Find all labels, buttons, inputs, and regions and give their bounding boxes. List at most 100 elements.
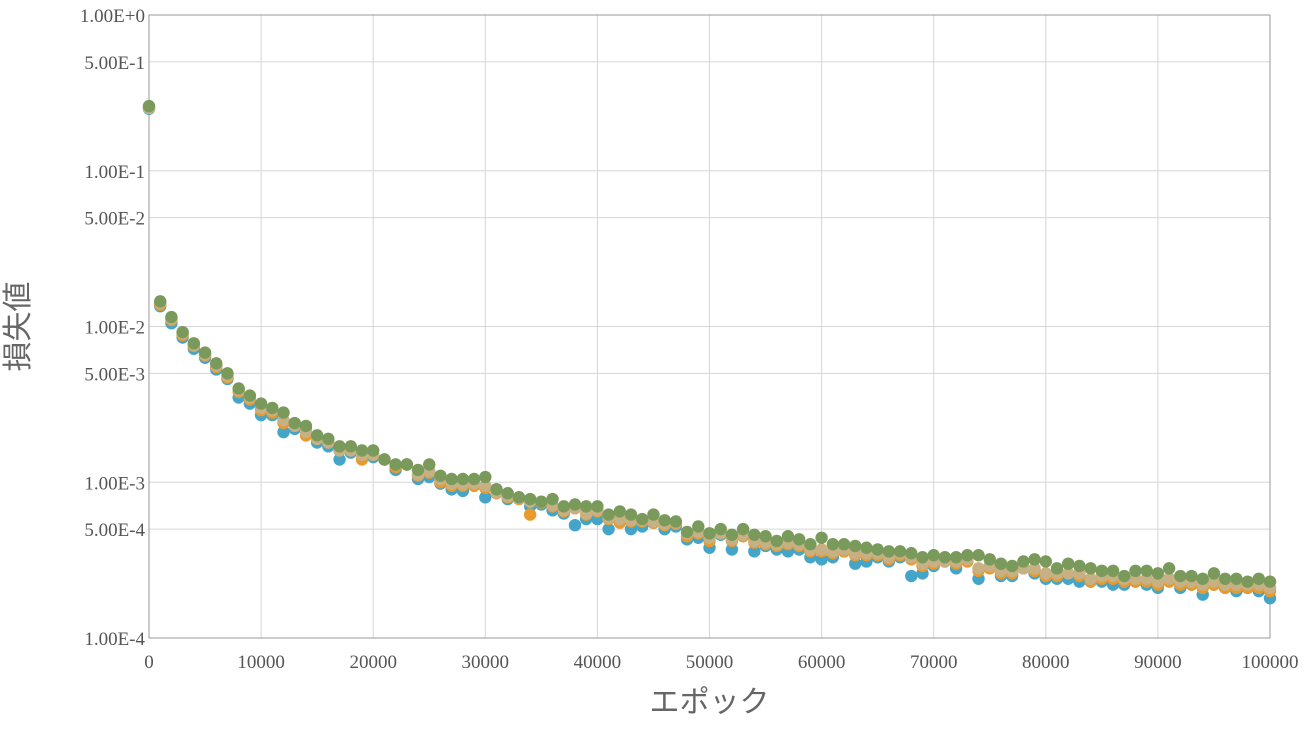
data-point xyxy=(557,500,570,513)
data-point xyxy=(333,453,346,466)
data-point xyxy=(748,528,761,541)
data-point xyxy=(680,525,694,539)
data-point xyxy=(221,367,234,380)
data-point xyxy=(367,444,380,457)
y-axis-ticks: 1.00E+0 5.00E-1 1.00E-1 5.00E-2 1.00E-2 5.00E… xyxy=(80,6,146,650)
data-point xyxy=(266,401,279,415)
data-point xyxy=(310,429,324,442)
data-point xyxy=(445,472,458,486)
data-point xyxy=(1017,555,1030,568)
x-tick-label: 30000 xyxy=(462,652,510,673)
data-point xyxy=(142,99,156,113)
data-point xyxy=(1050,562,1064,575)
x-tick-label: 60000 xyxy=(798,652,846,673)
data-point xyxy=(1062,557,1075,570)
x-axis-title: エポック xyxy=(650,685,770,720)
data-point xyxy=(232,382,245,395)
data-point xyxy=(434,469,447,483)
data-point xyxy=(804,538,817,551)
data-point xyxy=(1162,572,1176,585)
data-point xyxy=(860,541,873,554)
data-point xyxy=(389,458,402,471)
data-point xyxy=(938,551,952,564)
data-point xyxy=(1162,562,1176,575)
data-point xyxy=(905,547,918,560)
data-point xyxy=(1028,562,1041,575)
y-tick-label: 1.00E+0 xyxy=(80,6,145,27)
data-point xyxy=(479,470,492,484)
data-point xyxy=(1118,569,1131,583)
data-point xyxy=(1230,572,1243,585)
data-point xyxy=(916,551,929,564)
data-point xyxy=(591,500,604,513)
data-point xyxy=(1106,564,1120,578)
data-point xyxy=(277,425,290,439)
data-point xyxy=(1196,572,1209,585)
data-point xyxy=(1028,553,1041,566)
data-point xyxy=(546,492,559,506)
data-point xyxy=(523,508,537,521)
data-point xyxy=(1039,555,1053,568)
data-point xyxy=(972,562,985,575)
data-point xyxy=(725,543,739,556)
data-point xyxy=(1095,564,1109,578)
data-point xyxy=(849,539,862,553)
data-point xyxy=(456,472,470,486)
x-tick-label: 0 xyxy=(144,652,154,673)
data-point xyxy=(736,522,750,536)
data-point xyxy=(725,528,739,541)
data-point xyxy=(613,505,627,518)
data-points xyxy=(142,99,1277,605)
data-point xyxy=(994,557,1008,570)
data-point xyxy=(1185,569,1198,583)
data-point xyxy=(927,549,940,562)
data-point xyxy=(198,346,212,359)
data-point xyxy=(1005,559,1019,573)
y-tick-label: 1.00E-2 xyxy=(84,318,145,339)
data-point xyxy=(1241,575,1254,588)
data-point xyxy=(949,551,963,564)
y-tick-label: 1.00E-4 xyxy=(84,629,145,650)
data-point xyxy=(1207,567,1221,580)
data-point xyxy=(501,487,514,500)
data-point xyxy=(1140,564,1153,578)
y-tick-label: 5.00E-4 xyxy=(84,520,145,541)
data-point xyxy=(479,491,492,504)
data-point xyxy=(187,337,201,350)
data-point xyxy=(647,508,660,521)
data-point xyxy=(815,543,828,556)
y-tick-label: 5.00E-3 xyxy=(84,364,145,385)
plot-frame xyxy=(148,14,1271,639)
data-point xyxy=(479,479,492,492)
data-point xyxy=(254,397,268,410)
data-point xyxy=(837,538,851,551)
data-point xyxy=(882,545,896,558)
data-point xyxy=(658,514,671,527)
x-tick-label: 20000 xyxy=(349,652,397,673)
data-point xyxy=(905,569,918,583)
data-point xyxy=(423,458,436,471)
y-tick-label: 5.00E-2 xyxy=(84,209,145,230)
y-axis-title: 損失値 xyxy=(1,282,36,372)
data-point xyxy=(669,515,683,528)
data-point xyxy=(893,545,907,558)
data-point xyxy=(1252,572,1265,585)
data-point xyxy=(322,432,335,446)
x-tick-label: 100000 xyxy=(1242,652,1299,673)
data-point xyxy=(1084,562,1097,575)
x-axis-ticks: 0 10000 20000 30000 40000 50000 60000 70000 8000… xyxy=(144,652,1298,673)
y-tick-label: 1.00E-3 xyxy=(84,473,145,494)
data-point xyxy=(961,549,974,562)
data-point xyxy=(523,492,537,506)
data-point xyxy=(1263,575,1277,588)
data-point xyxy=(400,458,414,471)
data-point xyxy=(1174,569,1187,583)
data-point xyxy=(1151,567,1165,580)
data-point xyxy=(176,325,189,339)
data-point xyxy=(411,463,425,477)
data-point xyxy=(624,508,638,521)
data-point xyxy=(1062,567,1075,580)
data-point xyxy=(1218,572,1232,585)
data-point xyxy=(759,530,772,543)
x-tick-label: 40000 xyxy=(574,652,622,673)
